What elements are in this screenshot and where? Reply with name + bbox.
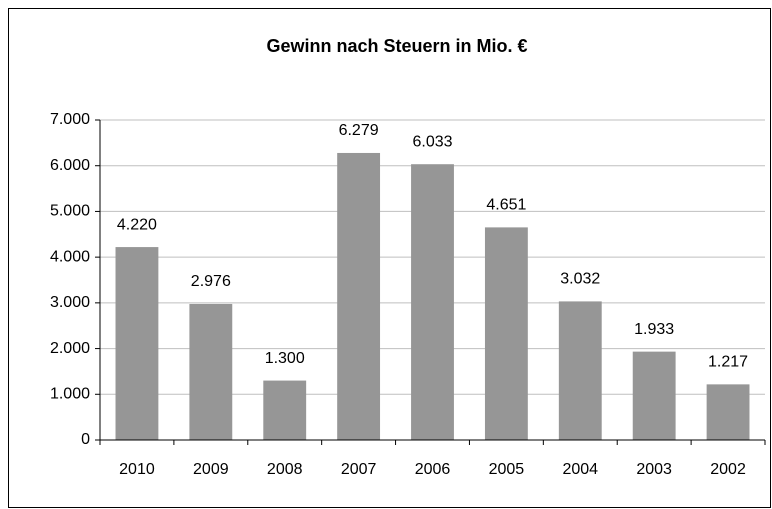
y-tick-label: 0 bbox=[81, 431, 90, 448]
x-tick-label: 2007 bbox=[341, 461, 377, 478]
x-tick-label: 2004 bbox=[562, 461, 598, 478]
y-tick-label: 2.000 bbox=[50, 340, 90, 357]
bar bbox=[411, 164, 454, 440]
bar bbox=[263, 380, 307, 440]
data-label: 2.976 bbox=[191, 273, 231, 290]
y-tick-label: 5.000 bbox=[50, 203, 90, 220]
data-label: 4.651 bbox=[486, 197, 526, 214]
y-tick-label: 3.000 bbox=[50, 294, 90, 311]
x-tick-label: 2009 bbox=[193, 461, 229, 478]
x-tick-label: 2003 bbox=[636, 461, 672, 478]
data-label: 6.033 bbox=[412, 133, 452, 150]
chart-title: Gewinn nach Steuern in Mio. € bbox=[266, 36, 527, 56]
x-tick-label: 2002 bbox=[710, 461, 746, 478]
y-tick-label: 1.000 bbox=[50, 386, 90, 403]
x-tick-label: 2005 bbox=[489, 461, 525, 478]
y-tick-label: 6.000 bbox=[50, 157, 90, 174]
bar bbox=[337, 152, 381, 440]
bar bbox=[484, 227, 528, 440]
bar bbox=[632, 351, 676, 440]
bar bbox=[558, 301, 602, 440]
bar bbox=[706, 384, 750, 440]
data-label: 1.217 bbox=[708, 354, 748, 371]
x-tick-label: 2010 bbox=[119, 461, 155, 478]
x-tick-label: 2006 bbox=[415, 461, 451, 478]
data-label: 1.933 bbox=[634, 321, 674, 338]
data-label: 6.279 bbox=[339, 122, 379, 139]
data-label: 1.300 bbox=[265, 350, 305, 367]
data-label: 3.032 bbox=[560, 271, 600, 288]
data-label: 4.220 bbox=[117, 216, 157, 233]
bar bbox=[115, 247, 159, 440]
bar bbox=[189, 303, 233, 440]
y-tick-label: 4.000 bbox=[50, 248, 90, 265]
x-tick-label: 2008 bbox=[267, 461, 303, 478]
y-tick-label: 7.000 bbox=[50, 111, 90, 128]
